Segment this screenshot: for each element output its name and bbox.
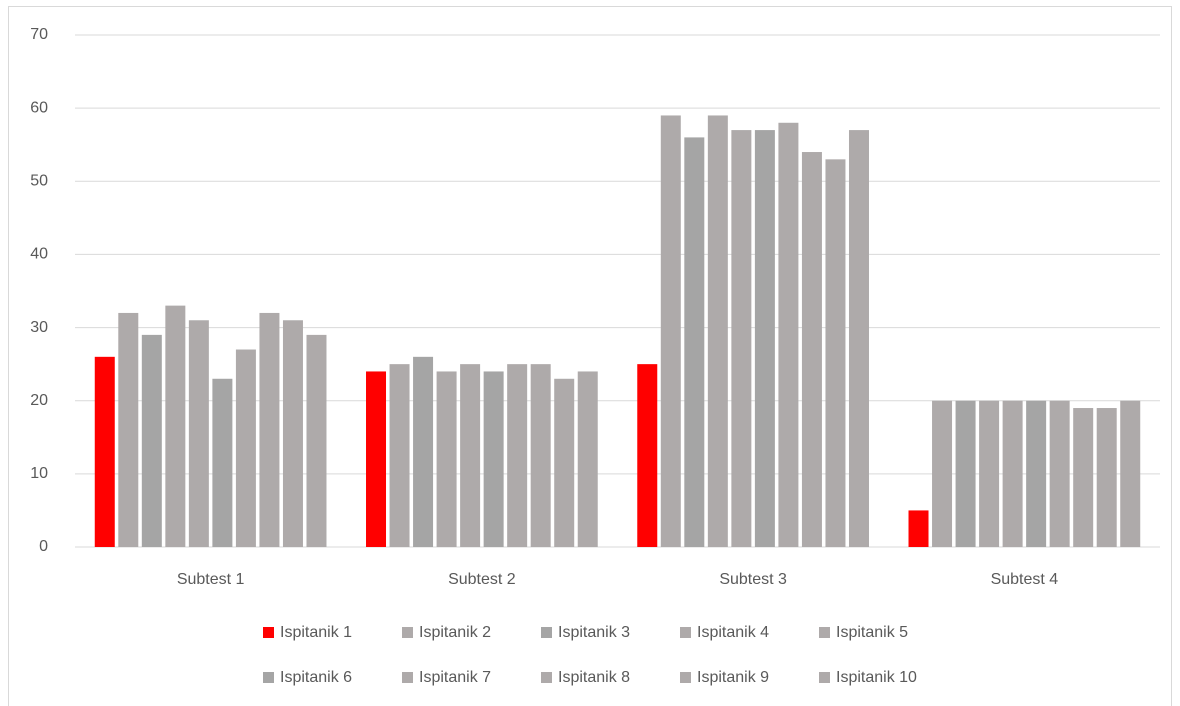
y-tick-label: 50 <box>30 173 48 190</box>
bar <box>1002 400 1023 547</box>
bar <box>118 312 139 547</box>
legend-label: Ispitanik 1 <box>280 624 352 641</box>
bar <box>1120 400 1141 547</box>
legend-label: Ispitanik 7 <box>419 669 491 686</box>
bar <box>1026 400 1047 547</box>
x-tick-label: Subtest 3 <box>719 571 787 588</box>
bar <box>141 334 162 547</box>
bar <box>212 378 233 547</box>
y-tick-label: 30 <box>30 319 48 336</box>
y-tick-label: 0 <box>39 538 48 555</box>
bar <box>460 364 481 547</box>
bar <box>731 130 752 548</box>
legend-swatch <box>819 627 830 638</box>
legend-label: Ispitanik 3 <box>558 624 630 641</box>
bar <box>825 159 846 548</box>
legend-label: Ispitanik 6 <box>280 669 352 686</box>
legend-label: Ispitanik 8 <box>558 669 630 686</box>
bar <box>754 130 775 548</box>
legend-swatch <box>819 672 830 683</box>
bar <box>483 371 504 547</box>
bar <box>282 320 303 547</box>
bar <box>165 305 186 547</box>
bar <box>707 115 728 547</box>
legend-swatch <box>680 627 691 638</box>
bar <box>955 400 976 547</box>
bar <box>413 356 434 547</box>
legend-label: Ispitanik 2 <box>419 624 491 641</box>
legend-label: Ispitanik 10 <box>836 669 917 686</box>
y-tick-label: 10 <box>30 465 48 482</box>
bar <box>932 400 953 547</box>
bar <box>908 510 929 547</box>
legend-swatch <box>541 672 552 683</box>
bar <box>1096 408 1117 547</box>
legend-swatch <box>263 672 274 683</box>
bar <box>1049 400 1070 547</box>
legend-label: Ispitanik 9 <box>697 669 769 686</box>
legend-label: Ispitanik 5 <box>836 624 908 641</box>
bar <box>366 371 387 547</box>
legend-label: Ispitanik 4 <box>697 624 769 641</box>
y-tick-label: 60 <box>30 99 48 116</box>
legend-swatch <box>541 627 552 638</box>
bar <box>848 130 869 548</box>
x-tick-label: Subtest 2 <box>448 571 516 588</box>
bar <box>637 364 658 547</box>
bar <box>306 334 327 547</box>
bar <box>684 137 705 547</box>
bar <box>554 378 575 547</box>
bar <box>1073 408 1094 547</box>
x-tick-label: Subtest 4 <box>991 571 1059 588</box>
bar <box>436 371 457 547</box>
bar <box>979 400 1000 547</box>
y-tick-label: 40 <box>30 246 48 263</box>
bar <box>577 371 598 547</box>
legend-swatch <box>263 627 274 638</box>
bar <box>778 122 799 548</box>
bar <box>660 115 681 547</box>
legend-swatch <box>680 672 691 683</box>
bar <box>530 364 551 547</box>
bar <box>389 364 410 547</box>
y-tick-label: 70 <box>30 26 48 43</box>
x-tick-label: Subtest 1 <box>177 571 245 588</box>
bar <box>94 356 115 547</box>
bar <box>259 312 280 547</box>
bar <box>235 349 256 547</box>
bar <box>188 320 209 547</box>
bar <box>801 152 822 547</box>
legend-swatch <box>402 672 413 683</box>
legend-swatch <box>402 627 413 638</box>
bar <box>507 364 528 547</box>
y-tick-label: 20 <box>30 392 48 409</box>
chart-border <box>8 6 1172 706</box>
